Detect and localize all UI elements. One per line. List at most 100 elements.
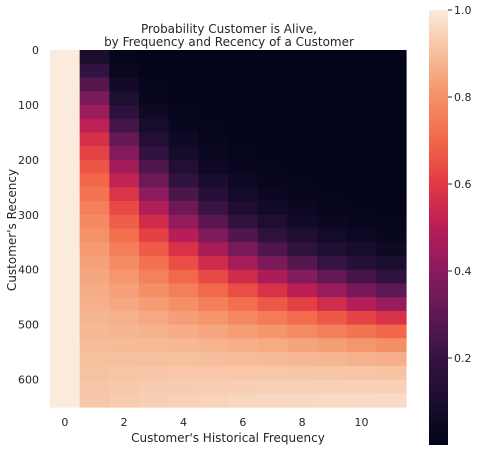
heatmap-cell [50,91,81,106]
heatmap-cell [139,242,170,257]
heatmap-cell [257,393,288,408]
heatmap-cell [198,63,229,79]
heatmap-cell [257,228,288,243]
heatmap-cell [79,201,110,216]
heatmap-cell [376,338,407,353]
heatmap-cell [228,187,259,202]
heatmap-cell [198,283,229,298]
heatmap-cell [109,228,140,243]
heatmap-cell [376,242,407,257]
heatmap-cell [50,77,81,92]
heatmap-cell [198,269,229,285]
heatmap-cell [79,255,110,271]
y-axis-label: Customer's Recency [5,169,19,291]
heatmap-cell [376,324,407,339]
heatmap-cell [257,297,288,312]
heatmap-cell [287,228,318,243]
heatmap-cell [287,77,318,92]
heatmap-cell [257,159,288,175]
heatmap-cell [376,187,407,202]
heatmap-cell [198,324,229,339]
heatmap-cell [198,255,229,271]
heatmap-cell [346,255,377,271]
heatmap-cell [287,91,318,106]
heatmap-cell [317,132,348,147]
heatmap-cell [109,379,140,394]
heatmap-cell [376,379,407,394]
heatmap-cell [228,297,259,312]
heatmap-cell [346,379,377,394]
heatmap-cell [346,104,377,120]
heatmap-cell [228,118,259,133]
heatmap-cell [79,228,110,243]
heatmap-cell [346,393,377,408]
heatmap-cell [168,50,199,65]
heatmap-cell [139,352,170,367]
heatmap-cell [168,269,199,285]
x-tick-label: 8 [299,416,306,429]
heatmap-cell [109,63,140,79]
heatmap-cell [168,201,199,216]
heatmap-cell [50,324,81,339]
heatmap-cell [257,379,288,394]
heatmap-cell [109,324,140,339]
heatmap-cell [346,159,377,175]
heatmap-cell [79,269,110,285]
heatmap-cell [109,269,140,285]
heatmap-cell [50,201,81,216]
heatmap-cell [317,283,348,298]
heatmap-cell [317,187,348,202]
heatmap-cell [376,118,407,133]
heatmap-cell [139,269,170,285]
heatmap-cell [317,310,348,326]
heatmap-cell [79,159,110,175]
heatmap-cell [79,214,110,230]
heatmap-cell [346,50,377,65]
heatmap-cell [168,352,199,367]
heatmap-cell [376,50,407,65]
heatmap-cell [109,365,140,381]
heatmap-cell [287,173,318,188]
heatmap-cell [168,365,199,381]
heatmap-cell [50,228,81,243]
heatmap-cell [198,338,229,353]
heatmap-cell [376,173,407,188]
heatmap-cell [50,379,81,394]
heatmap-cell [109,91,140,106]
heatmap-cell [376,146,407,161]
heatmap-cell [257,269,288,285]
heatmap-cell [168,310,199,326]
heatmap-cell [228,365,259,381]
y-tick-label: 400 [18,264,39,277]
heatmap-cell [168,187,199,202]
heatmap-cell [79,324,110,339]
heatmap-cell [50,310,81,326]
heatmap-cell [198,214,229,230]
heatmap-cell [376,201,407,216]
heatmap-cell [79,118,110,133]
heatmap-cell [79,379,110,394]
heatmap-cell [109,393,140,408]
chart-title-line-2: by Frequency and Recency of a Customer [104,35,354,49]
heatmap-cell [109,201,140,216]
heatmap-cell [109,187,140,202]
y-tick-label: 300 [18,209,39,222]
colorbar-tick-label: 0.8 [454,91,472,104]
heatmap-cell [50,283,81,298]
heatmap-cell [228,283,259,298]
heatmap-cell [287,146,318,161]
heatmap-cell [139,201,170,216]
heatmap-cell [287,269,318,285]
heatmap-cell [228,324,259,339]
heatmap-cell [228,132,259,147]
heatmap-cell [50,255,81,271]
heatmap-cell [139,159,170,175]
heatmap-cell [287,242,318,257]
x-axis-ticks: 0 2 4 6 8 10 [61,416,368,429]
heatmap-cell [50,393,81,408]
heatmap-cell [376,104,407,120]
heatmap-cell [139,255,170,271]
heatmap-cell [376,91,407,106]
heatmap-cell [287,214,318,230]
